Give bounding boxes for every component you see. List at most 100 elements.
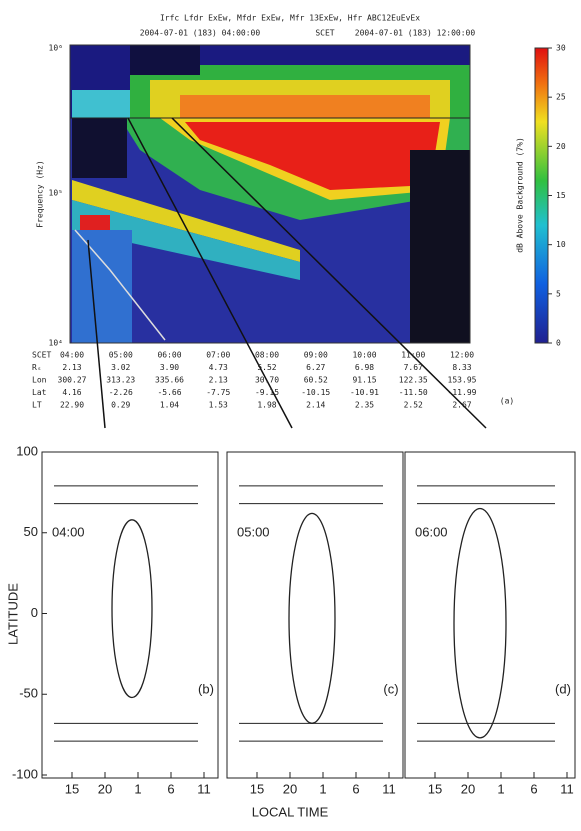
x-tick-label: 6 (167, 781, 174, 796)
oval (288, 512, 336, 724)
panel-time: 05:00 (237, 524, 270, 539)
table-cell: 1.98 (257, 401, 276, 410)
table-cell: -5.66 (157, 388, 181, 397)
x-tick-label: 20 (283, 781, 297, 796)
start-time: 2004-07-01 (183) 04:00:00 (140, 29, 261, 38)
table-cell: 2.67 (452, 401, 471, 410)
panel-label: (d) (555, 681, 571, 696)
panel-label: (b) (198, 681, 214, 696)
table-cell: -9.15 (255, 388, 279, 397)
table-cell: 2.13 (62, 363, 81, 372)
y-tick-label: 10⁵ (49, 189, 63, 198)
table-cell: 04:00 (60, 351, 84, 360)
y-tick-label: 10⁴ (49, 339, 63, 348)
table-cell: -2.26 (109, 388, 133, 397)
table-cell: 4.73 (209, 363, 228, 372)
connector-lines (87, 117, 487, 429)
table-cell: Rₛ (32, 363, 42, 372)
oval (453, 507, 507, 739)
title: Irfc Lfdr ExEw, Mfdr ExEw, Mfr 13ExEw, H… (160, 14, 420, 23)
x-tick-label: 1 (319, 781, 326, 796)
table-cell: -10.91 (350, 388, 379, 397)
x-tick-label: 20 (98, 781, 112, 796)
table-cell: 60.52 (304, 376, 328, 385)
table-cell: 11:00 (401, 351, 425, 360)
panel-time: 04:00 (52, 524, 85, 539)
panel-frame (404, 451, 576, 779)
table-cell: 4.16 (62, 388, 81, 397)
y-tick-label: 0 (31, 605, 38, 620)
colorbar-tick-label: 5 (556, 289, 561, 298)
table-cell: 22.90 (60, 401, 84, 410)
y-axis-label: Frequency (Hz) (36, 160, 45, 227)
colorbar-tick-label: 25 (556, 93, 566, 102)
table-cell: -11.50 (399, 388, 428, 397)
x-tick-label: 11 (382, 781, 396, 796)
end-time: 2004-07-01 (183) 12:00:00 (355, 29, 476, 38)
panel-frame (41, 451, 219, 779)
table-cell: 122.35 (399, 376, 428, 385)
table-cell: -11.99 (448, 388, 477, 397)
table-cell: 30.70 (255, 376, 279, 385)
table-cell: 5.52 (257, 363, 276, 372)
table-cell: 335.66 (155, 376, 184, 385)
colorbar-tick-label: 0 (556, 339, 561, 348)
table-cell: LT (32, 401, 42, 410)
table-cell: 2.52 (404, 401, 423, 410)
x-tick-label: 15 (65, 781, 79, 796)
x-tick-label: 1 (497, 781, 504, 796)
table-cell: SCET (32, 351, 51, 360)
colorbar-label: dB Above Background (7%) (516, 137, 525, 253)
table-cell: Lon (32, 376, 47, 385)
x-tick-label: 6 (530, 781, 537, 796)
y-tick-label: 50 (24, 524, 38, 539)
colorbar-tick-label: 15 (556, 191, 566, 200)
table-cell: 07:00 (206, 351, 230, 360)
table-cell: 1.04 (160, 401, 179, 410)
colorbar-tick-label: 10 (556, 240, 566, 249)
frame: SCET (315, 29, 334, 38)
table-cell: 06:00 (157, 351, 181, 360)
panel-label: (a) (500, 397, 514, 406)
y-tick-label: -50 (19, 686, 38, 701)
colorbar-tick-label: 30 (556, 44, 566, 53)
table-cell: 300.27 (58, 376, 87, 385)
table-cell: 6.98 (355, 363, 374, 372)
panel-time: 06:00 (415, 524, 448, 539)
table-cell: 313.23 (106, 376, 135, 385)
panel-frame (226, 451, 404, 779)
table-cell: 7.67 (404, 363, 423, 372)
table-cell: 6.27 (306, 363, 325, 372)
table-cell: 2.14 (306, 401, 325, 410)
table-cell: 08:00 (255, 351, 279, 360)
x-tick-label: 11 (560, 781, 574, 796)
table-cell: -10.15 (301, 388, 330, 397)
x-tick-label: 15 (428, 781, 442, 796)
table-cell: 10:00 (352, 351, 376, 360)
spectrogram (69, 44, 471, 344)
x-axis-label: LOCAL TIME (252, 804, 329, 819)
y-tick-label: 100 (16, 443, 38, 458)
panel-label: (c) (383, 681, 398, 696)
table-cell: 2.35 (355, 401, 374, 410)
table-cell: Lat (32, 388, 47, 397)
table-cell: 2.13 (209, 376, 228, 385)
table-cell: 91.15 (352, 376, 376, 385)
table-cell: 0.29 (111, 401, 130, 410)
lower-panels (41, 451, 576, 779)
colorbar (534, 47, 549, 344)
table-cell: 12:00 (450, 351, 474, 360)
table-cell: 8.33 (452, 363, 471, 372)
colorbar-tick-label: 20 (556, 142, 566, 151)
y-axis-label: LATITUDE (5, 583, 20, 645)
x-tick-label: 20 (461, 781, 475, 796)
table-cell: -7.75 (206, 388, 230, 397)
x-tick-label: 11 (197, 781, 211, 796)
table-cell: 3.90 (160, 363, 179, 372)
y-tick-label: -100 (12, 766, 38, 781)
table-cell: 1.53 (209, 401, 228, 410)
oval (111, 519, 153, 699)
x-tick-label: 1 (134, 781, 141, 796)
table-cell: 05:00 (109, 351, 133, 360)
